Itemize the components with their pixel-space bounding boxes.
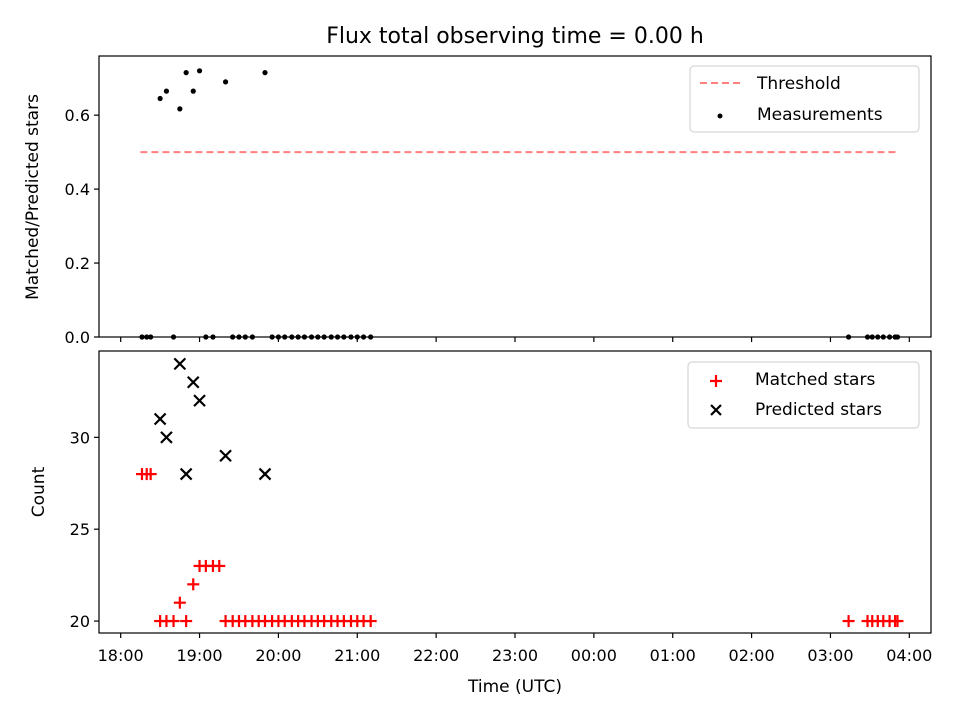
y-tick-label: 30 [70, 428, 90, 447]
chart-title: Flux total observing time = 0.00 h [326, 24, 704, 49]
measurement-point [262, 70, 268, 76]
series-predicted-stars [153, 357, 272, 481]
measurement-point [183, 70, 189, 76]
predicted-point [153, 412, 167, 426]
matched-point [167, 615, 180, 628]
x-tick-label: 22:00 [413, 646, 459, 665]
matched-point [213, 559, 226, 572]
top-y-ticks: 0.0 0.2 0.4 0.6 [65, 106, 99, 347]
bottom-plot-area [135, 357, 904, 628]
x-axis-label: Time (UTC) [467, 677, 562, 697]
legend-measurements-swatch [717, 113, 723, 119]
series-matched-stars [135, 468, 904, 628]
x-tick-label: 19:00 [176, 646, 222, 665]
predicted-point [193, 394, 206, 407]
y-tick-label: 0.2 [65, 254, 90, 273]
predicted-point [160, 431, 173, 444]
predicted-point [186, 375, 200, 389]
matched-point [180, 615, 193, 628]
measurement-point [163, 88, 170, 94]
top-legend-box [689, 65, 920, 133]
x-tick-label: 01:00 [650, 646, 696, 665]
bottom-legend-box [687, 361, 920, 429]
bottom-x-ticks: 18:00 19:00 20:00 21:00 22:00 23:00 00:00 01:00… [98, 633, 932, 665]
legend-measurements-label: Measurements [757, 105, 883, 125]
measurement-point [157, 95, 163, 102]
measurement-point [196, 68, 203, 74]
measurement-point [190, 88, 196, 94]
legend-predicted-label: Predicted stars [755, 400, 882, 420]
x-tick-label: 21:00 [334, 646, 380, 665]
x-tick-label: 04:00 [886, 646, 932, 665]
bottom-panel: 20 25 30 18:00 19:00 20:00 21:00 22:00 23:00 00:… [29, 350, 932, 697]
measurement-point [177, 106, 183, 112]
bottom-y-axis-label: Count [29, 466, 49, 517]
predicted-point [173, 357, 187, 371]
bottom-legend: Matched stars Predicted stars [687, 361, 920, 429]
y-tick-label: 0.6 [65, 106, 90, 125]
matched-point [173, 596, 186, 609]
x-tick-label: 02:00 [729, 646, 775, 665]
legend-predicted-swatch [710, 404, 722, 416]
measurement-point [222, 79, 229, 85]
top-x-ticks [120, 337, 910, 342]
predicted-point [258, 467, 272, 481]
legend-matched-swatch [710, 375, 722, 387]
predicted-point [179, 467, 193, 481]
legend-matched-label: Matched stars [755, 370, 875, 390]
top-panel: 0.0 0.2 0.4 0.6 Matched/Predicted stars Thr… [23, 55, 932, 347]
legend-threshold-label: Threshold [756, 74, 841, 94]
matched-point [364, 615, 377, 628]
x-tick-label: 18:00 [98, 646, 144, 665]
x-tick-label: 20:00 [255, 646, 301, 665]
matched-point [187, 578, 200, 591]
top-y-axis-label: Matched/Predicted stars [23, 94, 43, 300]
x-tick-label: 23:00 [492, 646, 538, 665]
predicted-point [219, 449, 232, 462]
y-tick-label: 0.0 [65, 328, 90, 347]
y-tick-label: 25 [70, 520, 90, 539]
y-tick-label: 20 [70, 612, 90, 631]
matched-point [891, 615, 904, 628]
top-legend: Threshold Measurements [689, 65, 920, 133]
x-tick-label: 00:00 [571, 646, 617, 665]
matched-point [842, 615, 855, 628]
matched-point [144, 468, 157, 481]
y-tick-label: 0.4 [65, 180, 90, 199]
x-tick-label: 03:00 [807, 646, 853, 665]
bottom-y-ticks: 20 25 30 [70, 428, 99, 631]
